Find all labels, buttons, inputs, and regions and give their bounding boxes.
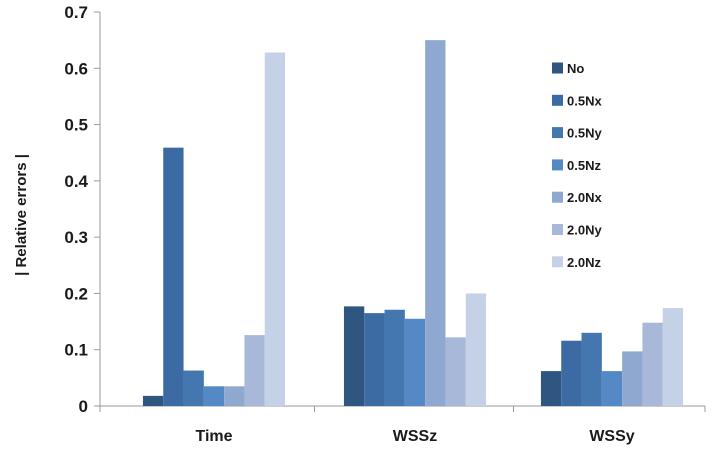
legend-label: 2.0Ny bbox=[567, 223, 602, 238]
bar-time-no bbox=[142, 395, 164, 406]
bar-wssz-0-5nz bbox=[404, 318, 426, 406]
x-category-label: WSSy bbox=[589, 428, 634, 445]
bar-wssz-no bbox=[343, 306, 365, 406]
y-axis-ticks: 0 0.1 0.2 0.3 0.4 0.5 0.6 0.7 bbox=[64, 3, 706, 416]
legend-swatch bbox=[552, 191, 563, 203]
x-category-label: Time bbox=[195, 428, 232, 445]
bar-wssz-2-0ny bbox=[445, 337, 466, 406]
y-tick-label: 0.6 bbox=[64, 59, 88, 78]
bar-wssy-2-0ny bbox=[642, 322, 663, 406]
y-tick-label: 0.3 bbox=[64, 228, 88, 247]
legend-swatch bbox=[552, 94, 563, 106]
category-labels: Time WSSz WSSy bbox=[195, 428, 634, 445]
bar-wssz-0-5ny bbox=[384, 309, 405, 406]
y-axis-title: | Relative errors | bbox=[13, 154, 30, 276]
bar-time-0-5nx bbox=[163, 147, 184, 406]
legend-swatch bbox=[552, 127, 563, 139]
bar-time-2-0ny bbox=[244, 335, 265, 406]
y-tick-label: 0 bbox=[79, 397, 88, 416]
bar-time-0-5nz bbox=[203, 386, 225, 406]
legend-swatch bbox=[552, 256, 563, 268]
y-tick-label: 0.7 bbox=[64, 3, 88, 22]
y-tick-label: 0.5 bbox=[64, 116, 88, 135]
legend-swatch bbox=[552, 62, 563, 74]
x-category-label: WSSz bbox=[393, 428, 437, 445]
bar-wssz-0-5nx bbox=[364, 313, 385, 406]
bar-time-2-0nz bbox=[264, 52, 286, 406]
bar-time-0-5ny bbox=[183, 370, 204, 406]
bar-time-2-0nx bbox=[224, 386, 245, 406]
bar-wssz-2-0nx bbox=[425, 40, 446, 406]
bar-wssy-0-5ny bbox=[581, 332, 602, 406]
legend: No 0.5Nx 0.5Ny 0.5Nz 2.0Nx 2.0Ny 2.0Nz bbox=[552, 61, 602, 270]
legend-label: 0.5Ny bbox=[567, 126, 602, 141]
legend-swatch bbox=[552, 224, 563, 235]
legend-label: 0.5Nz bbox=[567, 158, 601, 173]
legend-label: No bbox=[567, 61, 584, 76]
y-tick-label: 0.2 bbox=[64, 284, 88, 303]
legend-label: 0.5Nx bbox=[567, 93, 602, 108]
y-tick-label: 0.1 bbox=[64, 341, 88, 360]
bar-wssy-2-0nx bbox=[622, 351, 643, 406]
legend-swatch bbox=[552, 159, 563, 171]
legend-label: 2.0Nx bbox=[567, 190, 602, 205]
y-tick-label: 0.4 bbox=[64, 172, 88, 191]
legend-label: 2.0Nz bbox=[567, 255, 601, 270]
y-axis-title-group: | Relative errors | bbox=[13, 154, 30, 276]
bar-wssz-2-0nz bbox=[465, 293, 487, 406]
bar-wssy-0-5nx bbox=[561, 340, 582, 406]
bar-wssy-2-0nz bbox=[662, 308, 684, 406]
bar-wssy-0-5nz bbox=[601, 371, 623, 406]
bar-series-group bbox=[142, 40, 684, 406]
bar-wssy-no bbox=[540, 371, 562, 406]
